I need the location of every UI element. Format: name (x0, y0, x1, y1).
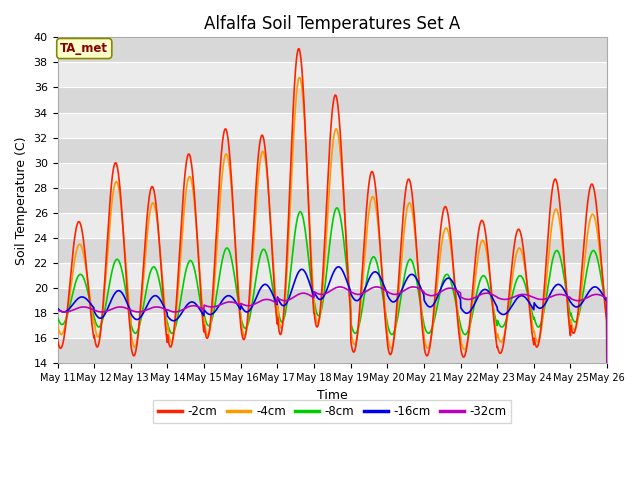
Bar (58, 188, 607, 213)
Title: Alfalfa Soil Temperatures Set A: Alfalfa Soil Temperatures Set A (204, 15, 460, 33)
Y-axis label: Soil Temperature (C): Soil Temperature (C) (15, 136, 28, 264)
Bar (58, 313, 607, 338)
Bar (58, 113, 607, 138)
Bar (58, 138, 607, 163)
Bar (58, 338, 607, 363)
Bar (58, 238, 607, 263)
Bar (58, 213, 607, 238)
X-axis label: Time: Time (317, 389, 348, 402)
Bar (58, 87, 607, 113)
Bar (58, 62, 607, 87)
Bar (58, 288, 607, 313)
Bar (58, 263, 607, 288)
Bar (58, 163, 607, 188)
Text: TA_met: TA_met (60, 42, 108, 55)
Bar (58, 37, 607, 62)
Legend: -2cm, -4cm, -8cm, -16cm, -32cm: -2cm, -4cm, -8cm, -16cm, -32cm (153, 400, 511, 423)
